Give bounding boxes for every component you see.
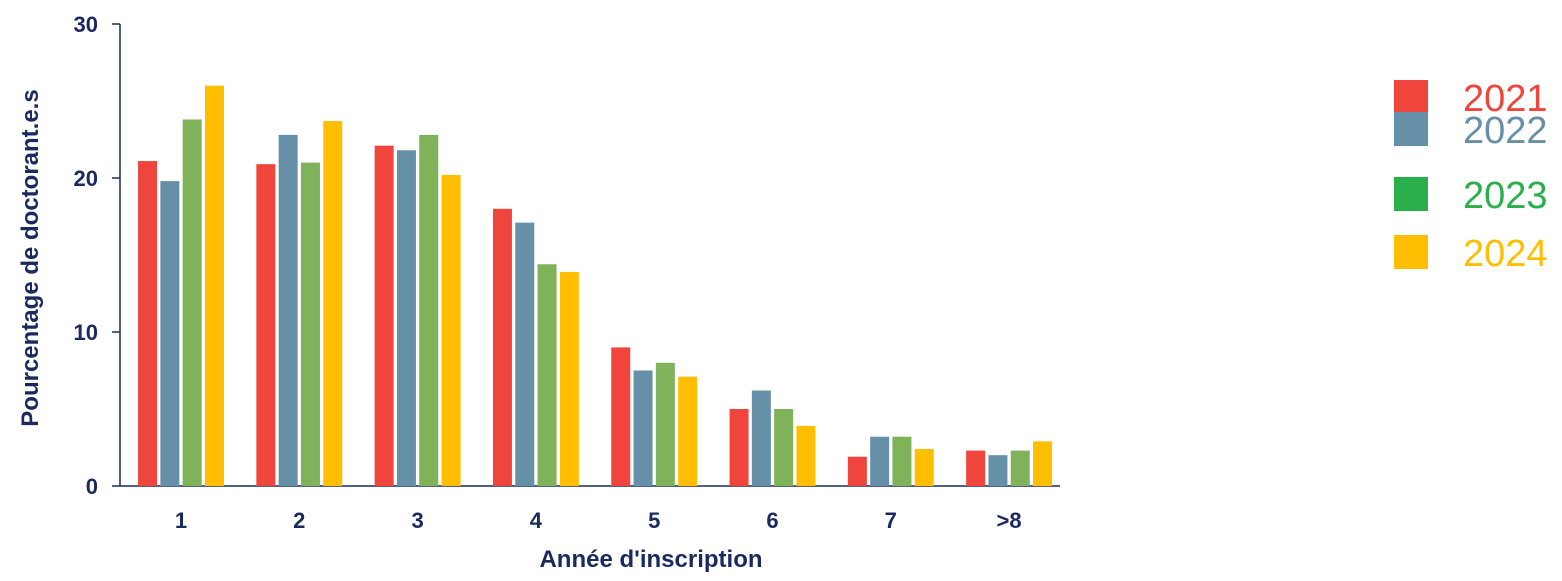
bar-2023-cat-7 [892,436,912,486]
bar-2021-cat-7 [847,456,867,486]
bar-2022-cat-6 [751,390,771,486]
bar-2024-cat-8 [1033,441,1053,486]
bar-2023-cat-8 [1010,450,1030,486]
legend-swatch-2021 [1394,80,1428,114]
bar-2024-cat-3 [441,174,461,487]
bar-2023-cat-2 [300,162,320,486]
x-tick-label: 2 [293,508,305,533]
bar-2022-cat-8 [988,455,1008,486]
bar-2022-cat-2 [278,134,298,486]
x-tick-label: 7 [885,508,897,533]
y-tick-label: 10 [74,320,98,345]
x-tick-label: >8 [997,508,1022,533]
bar-2022-cat-4 [515,222,535,486]
bar-2024-cat-2 [323,121,343,487]
legend-label-2024: 2024 [1463,233,1548,275]
x-tick-label: 3 [411,508,423,533]
bar-2023-cat-4 [537,264,557,486]
x-tick-label: 1 [175,508,187,533]
bar-2021-cat-3 [374,145,394,486]
bar-2024-cat-4 [559,271,579,486]
legend-swatch-2022 [1394,112,1428,146]
bar-2021-cat-6 [729,409,749,486]
x-axis: 1 2 3 4 5 6 7 >8 [120,485,1060,533]
bar-2023-cat-3 [419,134,439,486]
x-tick-label: 4 [530,508,543,533]
bar-2021-cat-5 [611,347,631,486]
x-tick-label: 5 [648,508,660,533]
x-axis-title: Année d'inscription [539,546,762,573]
legend-swatch-2024 [1394,235,1428,269]
bar-2022-cat-5 [633,370,653,486]
legend-label-2021: 2021 [1463,78,1548,120]
legend-label-2023: 2023 [1463,175,1548,217]
y-tick-label: 0 [86,474,98,499]
bar-2021-cat-4 [492,208,512,487]
y-tick-label: 30 [74,12,98,37]
bar-2023-cat-1 [182,119,202,486]
legend-label-2022: 2022 [1463,110,1548,152]
y-axis: 0 10 20 30 [74,12,121,499]
bar-2022-cat-7 [870,436,890,486]
bar-2024-cat-7 [914,449,934,486]
legend-swatch-2023 [1394,177,1428,211]
bar-2021-cat-2 [256,164,276,486]
bars [138,85,1053,487]
bar-2021-cat-1 [138,161,158,486]
bar-2023-cat-6 [774,409,794,486]
bar-2022-cat-1 [160,181,180,486]
x-tick-label: 6 [766,508,778,533]
y-axis-title: Pourcentage de doctorant.e.s [17,89,44,426]
bar-2024-cat-5 [678,376,698,486]
bar-2021-cat-8 [966,450,986,486]
bar-2024-cat-1 [204,85,224,486]
bar-2022-cat-3 [396,150,416,486]
bar-2024-cat-6 [796,425,816,486]
bar-2023-cat-5 [655,362,675,486]
y-tick-label: 20 [74,166,98,191]
